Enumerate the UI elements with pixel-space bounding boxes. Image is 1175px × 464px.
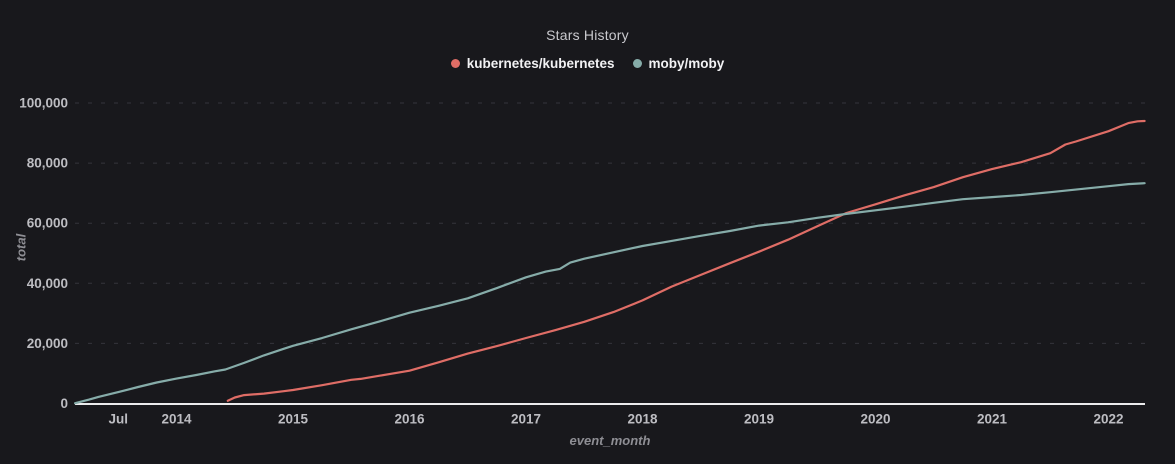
x-tick-label: 2016: [394, 412, 425, 427]
legend-label: moby/moby: [648, 55, 725, 71]
x-tick-label: Jul: [108, 412, 128, 427]
x-tick-label: 2015: [278, 412, 309, 427]
x-tick-label: 2020: [860, 412, 890, 427]
legend-item-moby-moby[interactable]: moby/moby: [632, 55, 725, 71]
x-tick-label: 2019: [744, 412, 774, 427]
y-tick-label: 80,000: [27, 156, 68, 171]
y-tick-label: 0: [60, 396, 68, 411]
x-tick-label: 2021: [977, 412, 1008, 427]
y-axis-title: total: [13, 233, 29, 262]
x-tick-label: 2022: [1093, 412, 1123, 427]
legend-dot-icon: [632, 58, 642, 68]
x-tick-label: 2014: [161, 412, 192, 427]
x-axis-title: event_month: [569, 433, 651, 448]
y-tick-label: 60,000: [27, 216, 68, 231]
chart-title: Stars History: [546, 27, 629, 43]
series-line-moby-moby: [73, 182, 1146, 405]
legend: kubernetes/kubernetes moby/moby: [0, 54, 1175, 72]
x-tick-label: 2018: [627, 412, 658, 427]
legend-dot-icon: [450, 58, 460, 68]
x-tick-label: 2017: [511, 412, 541, 427]
y-tick-label: 20,000: [27, 336, 68, 351]
legend-label: kubernetes/kubernetes: [466, 55, 615, 71]
y-tick-label: 40,000: [27, 276, 68, 291]
series-line-kubernetes-kubernetes: [226, 119, 1146, 402]
y-tick-label: 100,000: [19, 96, 68, 111]
legend-item-kubernetes-kubernetes[interactable]: kubernetes/kubernetes: [450, 55, 615, 71]
